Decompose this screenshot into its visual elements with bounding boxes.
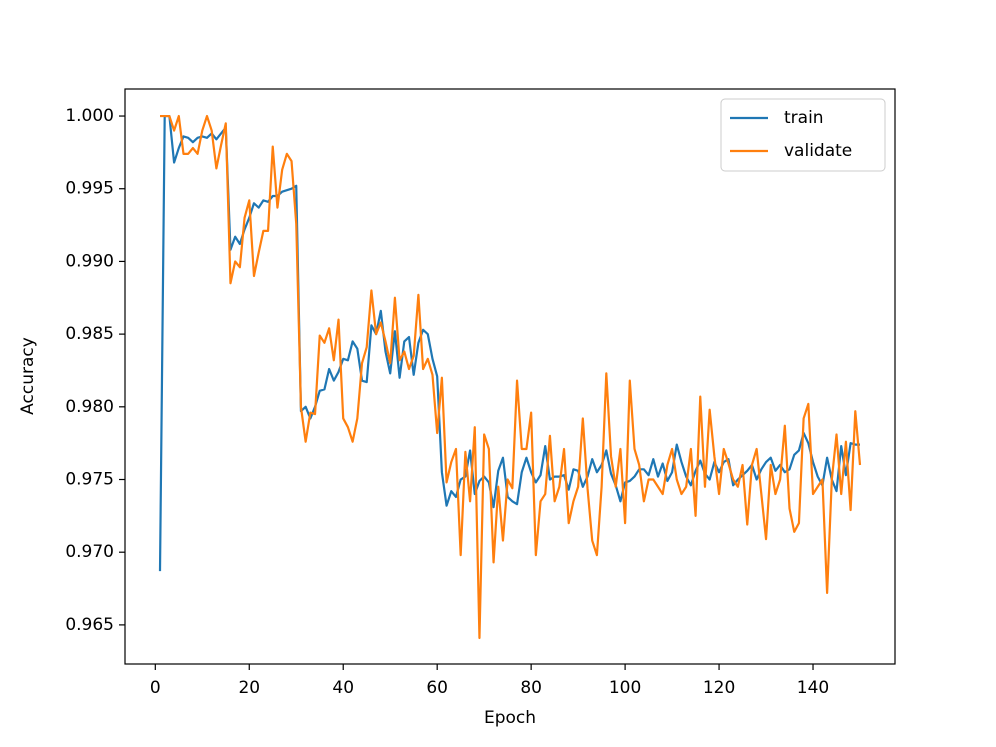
y-tick-label: 0.990	[65, 251, 114, 271]
x-tick-label: 60	[426, 678, 448, 698]
plot-frame	[124, 88, 896, 665]
line-series	[160, 114, 862, 640]
x-tick-label: 40	[332, 678, 354, 698]
y-tick-label: 0.995	[65, 179, 114, 199]
y-tick-label: 0.970	[65, 542, 114, 562]
y-tick-label: 0.975	[65, 470, 114, 490]
y-tick-label: 0.965	[65, 615, 114, 635]
y-tick-label: 1.000	[65, 106, 114, 126]
x-tick-label: 140	[797, 678, 829, 698]
x-tick-label: 80	[520, 678, 542, 698]
y-tick-label: 0.985	[65, 324, 114, 344]
x-tick-label: 100	[609, 678, 641, 698]
legend-label: validate	[784, 141, 852, 161]
y-tick-label: 0.980	[65, 397, 114, 417]
x-tick-label: 120	[703, 678, 735, 698]
y-axis-label: Accuracy	[18, 337, 38, 415]
x-axis-label: Epoch	[484, 708, 536, 728]
x-tick-label: 20	[238, 678, 260, 698]
legend-label: train	[784, 108, 824, 128]
x-tick-label: 0	[150, 678, 161, 698]
